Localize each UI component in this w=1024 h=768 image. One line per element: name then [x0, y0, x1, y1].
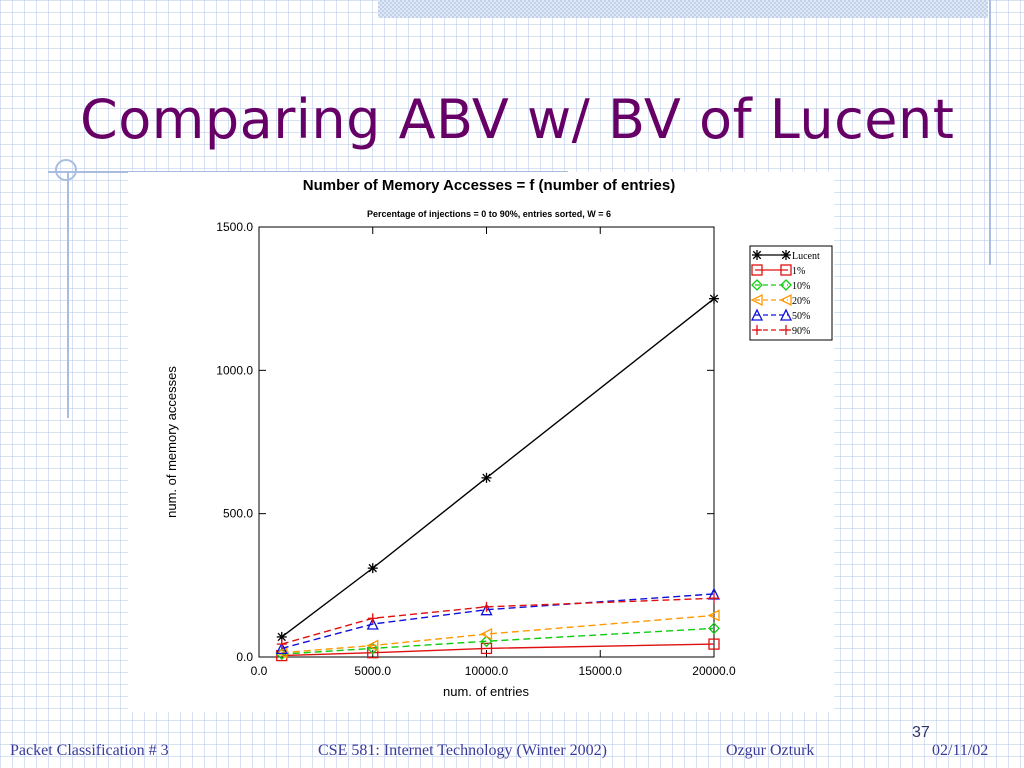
- slide-title: Comparing ABV w/ BV of Lucent: [80, 88, 955, 151]
- x-axis-label: num. of entries: [443, 684, 529, 699]
- slide-number: 37: [912, 724, 930, 741]
- data-point: [366, 639, 379, 652]
- data-point: [708, 638, 720, 650]
- series-line: [281, 593, 715, 650]
- chart-subtitle: Percentage of injections = 0 to 90%, ent…: [367, 209, 611, 219]
- series-1pct: [276, 638, 720, 662]
- legend-label: 20%: [792, 296, 810, 307]
- y-axis: 0.0 500.0 1000.0 1500.0: [216, 220, 714, 664]
- right-decor-rule: [989, 0, 991, 265]
- legend-label: 10%: [792, 281, 810, 292]
- footer-author: Ozgur Ozturk: [726, 742, 815, 759]
- data-point: [481, 472, 492, 483]
- data-point: [275, 641, 288, 655]
- legend-entry: 50%: [750, 308, 810, 322]
- data-point: [367, 563, 378, 574]
- series-line: [281, 298, 715, 638]
- legend-label: 90%: [792, 326, 810, 337]
- series-10pct: [275, 622, 720, 661]
- data-point: [707, 609, 720, 622]
- legend: Lucent 1% 10% 20% 50% 90%: [749, 245, 833, 341]
- y-tick-label: 0.0: [236, 650, 253, 664]
- series-20pct: [275, 609, 720, 659]
- legend-entry: 20%: [750, 293, 810, 307]
- footer-center: CSE 581: Internet Technology (Winter 200…: [318, 742, 607, 759]
- decor-circle-icon: [55, 159, 77, 181]
- legend-marker: [779, 308, 793, 321]
- series-90pct: [276, 593, 719, 650]
- data-point: [480, 628, 493, 641]
- legend-marker: [751, 279, 763, 291]
- legend-entry: 10%: [751, 279, 810, 292]
- legend-marker: [750, 308, 764, 321]
- series-line: [281, 643, 715, 657]
- y-axis-label: num. of memory accesses: [164, 366, 179, 518]
- legend-entry: Lucent: [752, 250, 820, 262]
- data-point: [709, 593, 719, 604]
- x-tick-label: 10000.0: [465, 664, 509, 678]
- legend-marker: [751, 264, 763, 276]
- legend-marker: [779, 293, 792, 307]
- line-chart: Number of Memory Accesses = f (number of…: [164, 177, 833, 699]
- data-point: [480, 603, 493, 616]
- legend-entry: 1%: [751, 264, 805, 277]
- data-point: [481, 601, 492, 612]
- legend-marker: [780, 264, 792, 276]
- y-tick-label: 500.0: [223, 507, 253, 521]
- y-tick-label: 1500.0: [216, 220, 253, 234]
- x-tick-label: 20000.0: [692, 664, 736, 678]
- series-line: [281, 627, 715, 655]
- series-lucent: [276, 293, 719, 642]
- data-point: [480, 642, 493, 655]
- legend-marker: [781, 250, 791, 260]
- series-layer: [275, 293, 721, 662]
- legend-label: 50%: [792, 311, 810, 322]
- plot-frame: [258, 226, 715, 658]
- footer-date: 02/11/02: [932, 742, 989, 759]
- data-point: [367, 613, 378, 624]
- legend-marker: [780, 279, 792, 291]
- x-tick-label: 0.0: [251, 664, 268, 678]
- x-tick-label: 15000.0: [579, 664, 623, 678]
- legend-label: Lucent: [792, 251, 820, 262]
- series-line: [281, 614, 715, 654]
- data-point: [708, 622, 720, 635]
- x-tick-label: 5000.0: [354, 664, 391, 678]
- data-point: [366, 617, 379, 630]
- legend-marker: [752, 250, 762, 260]
- left-decor-rule: [67, 172, 69, 418]
- data-point: [276, 639, 287, 650]
- legend-label: 1%: [792, 266, 805, 277]
- x-axis: 0.0 5000.0 10000.0 15000.0 20000.0: [251, 227, 736, 678]
- chart-title: Number of Memory Accesses = f (number of…: [303, 177, 675, 194]
- legend-entry: 90%: [752, 325, 810, 337]
- legend-marker: [752, 325, 762, 335]
- chart-container: Number of Memory Accesses = f (number of…: [128, 172, 834, 712]
- legend-marker: [750, 293, 763, 307]
- legend-marker: [781, 325, 791, 335]
- data-point: [709, 293, 719, 304]
- footer-left: Packet Classification # 3: [10, 742, 169, 759]
- legend-box: [749, 245, 833, 341]
- series-50pct: [275, 587, 721, 655]
- series-line: [281, 597, 715, 645]
- y-tick-label: 1000.0: [216, 363, 253, 377]
- data-point: [480, 635, 493, 648]
- top-decor-band: [378, 0, 988, 18]
